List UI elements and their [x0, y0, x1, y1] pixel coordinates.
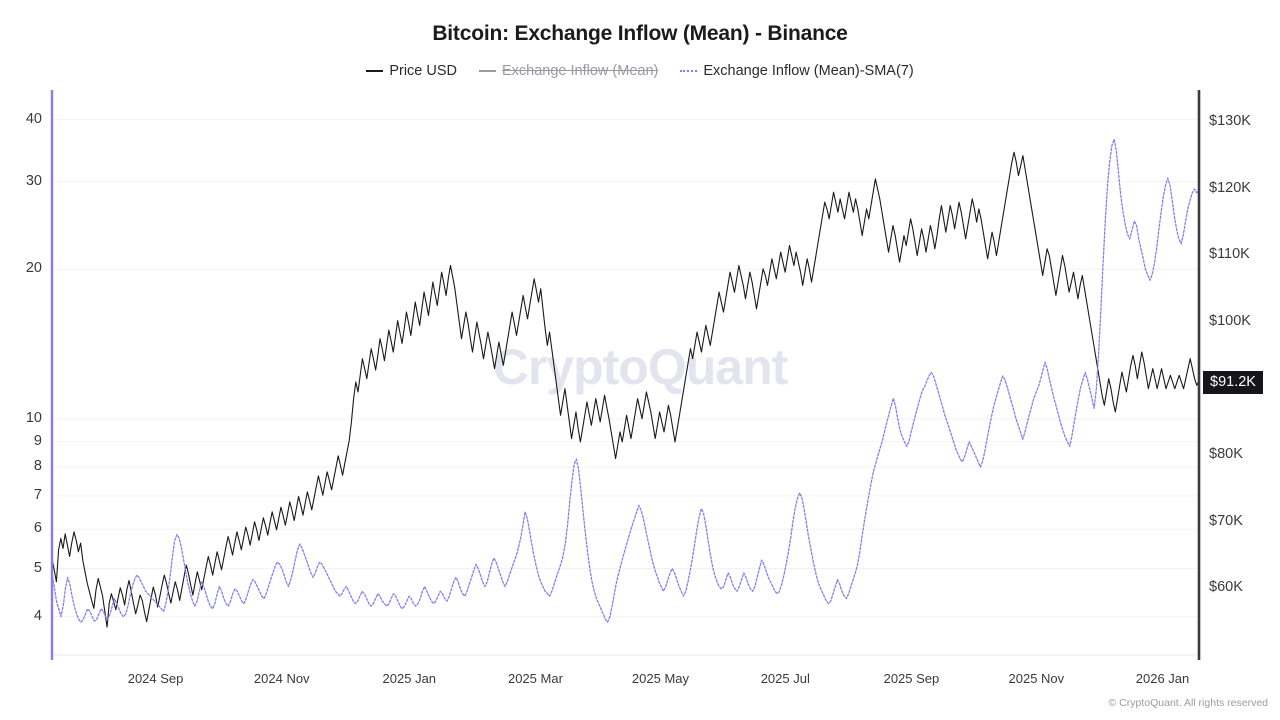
gridlines: [52, 119, 1199, 618]
series-line-1: [51, 138, 1200, 623]
x-tick-label: 2025 May: [631, 671, 690, 686]
y-left-tick-label: 8: [33, 458, 42, 475]
legend-item-0[interactable]: Price USD: [366, 63, 457, 79]
legend-item-2[interactable]: Exchange Inflow (Mean)-SMA(7): [680, 63, 914, 79]
y-left-tick-label: 4: [33, 607, 42, 624]
y-right-tick-label: $60K: [1209, 579, 1243, 596]
y-left-tick-label: 5: [33, 559, 42, 576]
x-tick-label: 2025 Mar: [507, 671, 563, 686]
legend-swatch-icon: [479, 70, 496, 72]
x-tick-label: 2025 Sep: [883, 671, 940, 686]
y-left-tick-label: 6: [33, 520, 42, 537]
legend-swatch-icon: [366, 70, 384, 72]
x-tick-label: 2024 Nov: [253, 671, 310, 686]
legend-item-label: Exchange Inflow (Mean)-SMA(7): [703, 63, 914, 79]
y-right-tick-label: $120K: [1209, 179, 1251, 196]
y-right-tick-label: $100K: [1209, 313, 1251, 330]
series-group: [51, 138, 1200, 628]
x-tick-label: 2026 Jan: [1135, 671, 1190, 686]
y-left-tick-label: 30: [25, 172, 42, 189]
current-price-badge: $91.2K: [1203, 370, 1263, 395]
chart-legend: Price USD Exchange Inflow (Mean) Exchange …: [0, 63, 1280, 79]
y-left-tick-label: 10: [25, 409, 42, 426]
legend-item-label: Exchange Inflow (Mean): [502, 63, 659, 79]
legend-item-label: Price USD: [389, 63, 457, 79]
x-tick-label: 2024 Sep: [127, 671, 184, 686]
series-line-0: [51, 151, 1200, 628]
y-right-tick-label: $130K: [1209, 113, 1251, 130]
x-tick-label: 2025 Jul: [760, 671, 810, 686]
legend-swatch-icon: [680, 70, 698, 72]
legend-item-1[interactable]: Exchange Inflow (Mean): [479, 63, 658, 79]
y-right-tick-label: $80K: [1209, 446, 1243, 463]
x-tick-label: 2025 Nov: [1008, 671, 1065, 686]
y-left-tick-label: 9: [33, 432, 42, 449]
y-right-tick-label: $70K: [1209, 512, 1243, 529]
y-left-tick-label: 20: [25, 260, 42, 277]
copyright-notice: © CryptoQuant. All rights reserved: [1108, 697, 1268, 709]
page-title: Bitcoin: Exchange Inflow (Mean) - Binanc…: [432, 22, 848, 45]
y-right-tick-label: $110K: [1209, 246, 1250, 263]
y-left-tick-label: 7: [33, 486, 42, 503]
x-tick-label: 2025 Jan: [382, 671, 437, 686]
y-left-tick-label: 40: [25, 110, 42, 127]
